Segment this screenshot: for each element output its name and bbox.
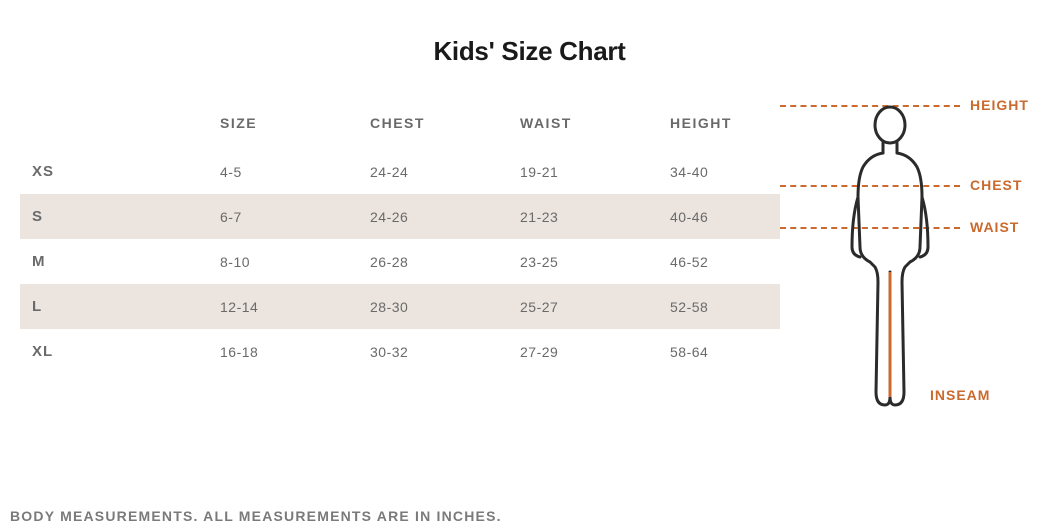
table-row: XL16-1830-3227-2958-64 — [20, 329, 780, 374]
cell-size: 8-10 — [180, 239, 330, 284]
cell-chest: 24-24 — [330, 149, 480, 194]
cell-waist: 23-25 — [480, 239, 630, 284]
header-chest: CHEST — [330, 97, 480, 149]
label-height: HEIGHT — [970, 97, 1029, 113]
cell-waist: 21-23 — [480, 194, 630, 239]
cell-waist: 19-21 — [480, 149, 630, 194]
cell-height: 58-64 — [630, 329, 780, 374]
size-table: SIZE CHEST WAIST HEIGHT XS4-524-2419-213… — [20, 97, 780, 374]
body-figure-icon — [830, 97, 950, 417]
cell-waist: 25-27 — [480, 284, 630, 329]
label-waist: WAIST — [970, 219, 1019, 235]
header-height: HEIGHT — [630, 97, 780, 149]
row-label: S — [20, 194, 180, 239]
cell-height: 46-52 — [630, 239, 780, 284]
cell-size: 12-14 — [180, 284, 330, 329]
header-waist: WAIST — [480, 97, 630, 149]
cell-size: 6-7 — [180, 194, 330, 239]
footnote: BODY MEASUREMENTS. ALL MEASUREMENTS ARE … — [10, 508, 502, 524]
header-blank — [20, 97, 180, 149]
content-container: SIZE CHEST WAIST HEIGHT XS4-524-2419-213… — [0, 97, 1059, 427]
row-label: XL — [20, 329, 180, 374]
cell-height: 40-46 — [630, 194, 780, 239]
row-label: XS — [20, 149, 180, 194]
table-row: S6-724-2621-2340-46 — [20, 194, 780, 239]
cell-waist: 27-29 — [480, 329, 630, 374]
cell-size: 16-18 — [180, 329, 330, 374]
cell-chest: 24-26 — [330, 194, 480, 239]
header-size: SIZE — [180, 97, 330, 149]
table-row: XS4-524-2419-2134-40 — [20, 149, 780, 194]
table-row: L12-1428-3025-2752-58 — [20, 284, 780, 329]
size-table-area: SIZE CHEST WAIST HEIGHT XS4-524-2419-213… — [20, 97, 780, 374]
cell-height: 34-40 — [630, 149, 780, 194]
cell-chest: 30-32 — [330, 329, 480, 374]
header-row: SIZE CHEST WAIST HEIGHT — [20, 97, 780, 149]
label-chest: CHEST — [970, 177, 1022, 193]
page-title: Kids' Size Chart — [0, 0, 1059, 97]
row-label: M — [20, 239, 180, 284]
body-diagram: HEIGHT CHEST WAIST INSEAM — [780, 97, 1040, 427]
row-label: L — [20, 284, 180, 329]
cell-chest: 28-30 — [330, 284, 480, 329]
table-row: M8-1026-2823-2546-52 — [20, 239, 780, 284]
cell-chest: 26-28 — [330, 239, 480, 284]
cell-height: 52-58 — [630, 284, 780, 329]
cell-size: 4-5 — [180, 149, 330, 194]
